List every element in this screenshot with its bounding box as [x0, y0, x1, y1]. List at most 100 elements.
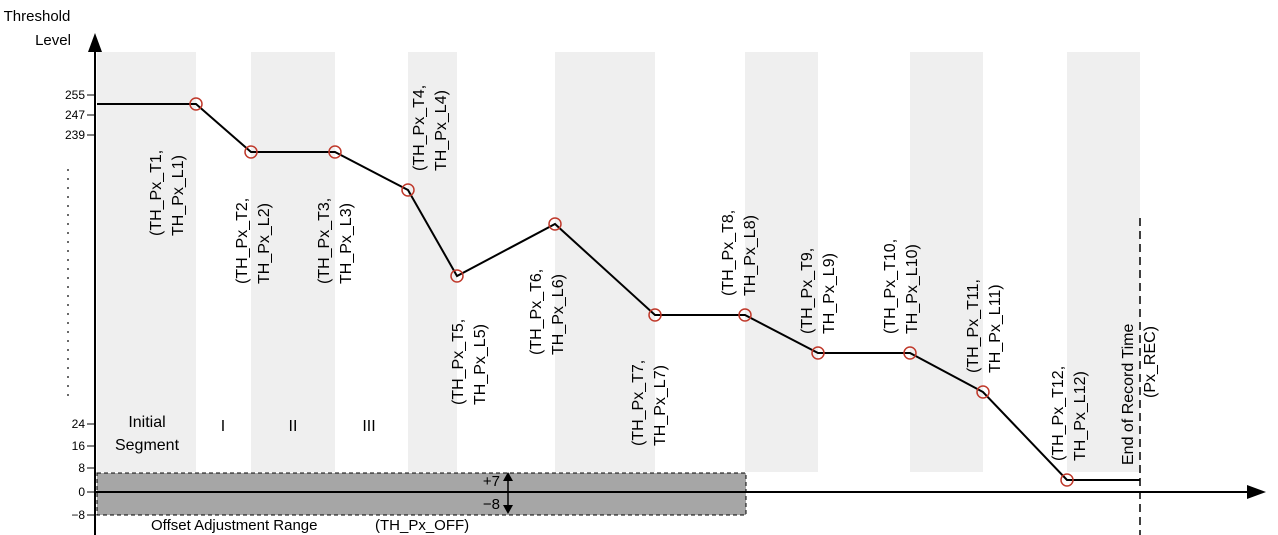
axis-ellipsis-dot: [67, 367, 69, 369]
point-marker-t8: [738, 308, 752, 322]
point-label-t3-line1: (TH_Px_T3,: [316, 198, 333, 284]
segment-initial-line1: Initial: [128, 414, 165, 431]
point-label-t6-line2: TH_Px_L6): [550, 274, 567, 355]
point-markers: [189, 97, 1074, 487]
offset-plus-label: +7: [483, 473, 500, 490]
band-initial: [97, 52, 196, 472]
segment-roman-2: II: [289, 418, 298, 435]
point-marker-t4: [401, 183, 415, 197]
segment-roman-1: I: [221, 418, 225, 435]
point-marker-t6: [548, 217, 562, 231]
point-label-t5-line2: TH_Px_L5): [472, 324, 489, 405]
axis-ellipsis-dot: [67, 358, 69, 360]
axis-ellipsis-dot: [67, 268, 69, 270]
axis-ellipsis-dot: [67, 223, 69, 225]
y-tick-label: 16: [72, 439, 86, 453]
offset-range-code: (TH_Px_OFF): [375, 517, 469, 534]
y-tick-label: 8: [78, 461, 85, 475]
point-label-t11-line2: TH_Px_L11): [987, 284, 1004, 373]
axis-ellipsis-dot: [67, 394, 69, 396]
axis-ellipsis-dot: [67, 277, 69, 279]
axis-ellipsis-dot: [67, 295, 69, 297]
y-tick-label: 255: [65, 88, 85, 102]
y-axis-arrow: [88, 33, 102, 52]
point-marker-t1: [189, 97, 203, 111]
point-marker-t2: [244, 145, 258, 159]
point-label-t7-line2: TH_Px_L7): [652, 365, 669, 446]
segment-roman-3: III: [362, 418, 375, 435]
time-bands: [97, 52, 1140, 472]
x-axis-arrow: [1247, 485, 1266, 499]
axis-ellipsis-dot: [67, 232, 69, 234]
point-label-t11-line1: (TH_Px_T11,: [965, 279, 982, 373]
axis-ellipsis-dot: [67, 196, 69, 198]
offset-arrow-down-head: [503, 505, 513, 514]
point-marker-t11: [976, 385, 990, 399]
axis-ellipsis: [67, 169, 69, 396]
axis-ellipsis-dot: [67, 178, 69, 180]
segment-initial-line2: Segment: [115, 437, 180, 454]
axis-ellipsis-dot: [67, 385, 69, 387]
point-label-t12-line2: TH_Px_L12): [1072, 371, 1089, 461]
axis-ellipsis-dot: [67, 169, 69, 171]
point-marker-t12: [1060, 473, 1074, 487]
point-label-t4-line2: TH_Px_L4): [433, 90, 450, 171]
axis-ellipsis-dot: [67, 214, 69, 216]
axis-ellipsis-dot: [67, 241, 69, 243]
threshold-curve: [97, 103, 1140, 481]
axis-ellipsis-dot: [67, 250, 69, 252]
offset-arrow-up-head: [503, 472, 513, 481]
point-label-t2-line1: (TH_Px_T2,: [234, 198, 251, 284]
point-label-t8-line1: (TH_Px_T8,: [720, 210, 737, 296]
point-label-t8-line2: TH_Px_L8): [742, 215, 759, 296]
y-tick-label: 0: [78, 485, 85, 499]
band-8: [745, 52, 818, 472]
offset-range-label: Offset Adjustment Range: [151, 517, 318, 534]
axis-ellipsis-dot: [67, 349, 69, 351]
y-tick-label: 24: [72, 417, 86, 431]
point-marker-t9: [811, 346, 825, 360]
y-axis-title-line2: Level: [35, 32, 71, 49]
segment-labels: Initial Segment I II III: [115, 414, 376, 454]
y-ticks: [87, 94, 95, 516]
point-label-t9-line1: (TH_Px_T9,: [799, 248, 816, 334]
end-of-record-label-line2: (Px_REC): [1142, 326, 1159, 398]
point-label-t1-line2: TH_Px_L1): [170, 155, 187, 236]
offset-arrow: [503, 472, 513, 514]
point-label-t9-line2: TH_Px_L9): [821, 253, 838, 334]
point-label-t6-line1: (TH_Px_T6,: [528, 269, 545, 355]
y-axis-title-line1: Threshold: [4, 8, 71, 25]
axis-ellipsis-dot: [67, 331, 69, 333]
point-marker-t7: [648, 308, 662, 322]
axis-ellipsis-dot: [67, 313, 69, 315]
point-label-t10-line2: TH_Px_L10): [904, 244, 921, 334]
axis-ellipsis-dot: [67, 340, 69, 342]
band-10: [910, 52, 983, 472]
y-tick-label: 247: [65, 108, 85, 122]
point-marker-t3: [328, 145, 342, 159]
offset-range-band: [96, 472, 747, 516]
axis-ellipsis-dot: [67, 304, 69, 306]
end-of-record-label-line1: End of Record Time: [1120, 324, 1137, 466]
point-label-t4-line1: (TH_Px_T4,: [411, 85, 428, 171]
point-marker-t10: [903, 346, 917, 360]
point-label-t10-line1: (TH_Px_T10,: [882, 239, 899, 334]
point-label-t12-line1: (TH_Px_T12,: [1050, 366, 1067, 461]
point-label-t3-line2: TH_Px_L3): [338, 203, 355, 284]
axis-ellipsis-dot: [67, 376, 69, 378]
y-tick-label: −8: [71, 508, 85, 522]
y-tick-label: 239: [65, 128, 85, 142]
band-2: [251, 52, 335, 472]
axis-ellipsis-dot: [67, 259, 69, 261]
point-label-t5-line1: (TH_Px_T5,: [450, 319, 467, 405]
axis-ellipsis-dot: [67, 286, 69, 288]
point-label-t2-line2: TH_Px_L2): [256, 203, 273, 284]
point-label-t1-line1: (TH_Px_T1,: [148, 150, 165, 236]
point-marker-t5: [450, 269, 464, 283]
band-12: [1067, 52, 1140, 472]
y-tick-labels: 255 247 239 24 16 8 0 −8: [65, 88, 85, 522]
offset-minus-label: −8: [483, 496, 500, 513]
point-labels: (TH_Px_T1, TH_Px_L1) (TH_Px_T2, TH_Px_L2…: [148, 85, 1089, 461]
axis-ellipsis-dot: [67, 187, 69, 189]
